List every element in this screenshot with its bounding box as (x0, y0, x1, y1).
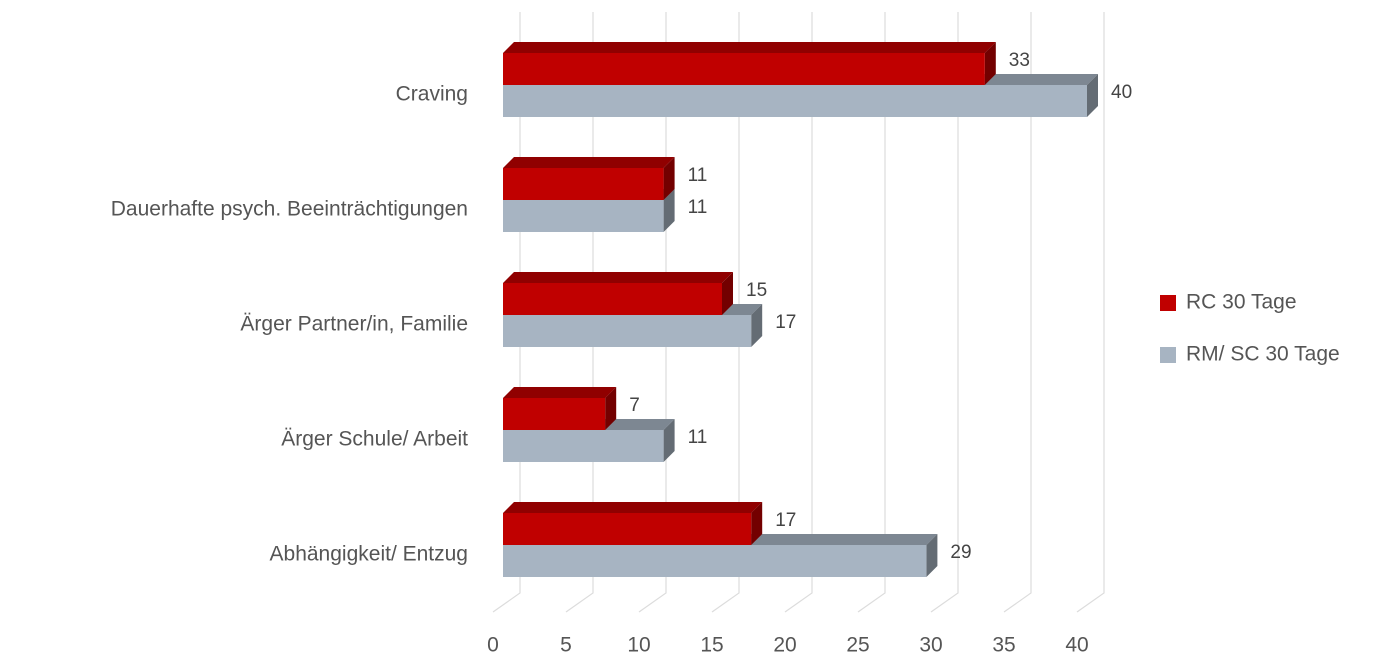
bar-side (751, 304, 763, 347)
value-label: 33 (1009, 50, 1030, 71)
category-label: Ärger Schule/ Arbeit (281, 428, 468, 451)
bar-side (751, 502, 763, 545)
legend-label: RC 30 Tage (1186, 291, 1297, 314)
bar-side (663, 419, 675, 462)
bar-front (503, 398, 606, 430)
x-tick-label: 15 (700, 634, 723, 656)
bar (503, 272, 733, 315)
bar-side (926, 534, 938, 577)
bar-side (1087, 74, 1098, 117)
bar-front (503, 513, 752, 545)
bar (503, 157, 675, 200)
category-label: Abhängigkeit/ Entzug (270, 543, 468, 566)
bar-side (984, 42, 996, 85)
value-label: 7 (629, 395, 640, 416)
legend-swatch (1160, 347, 1176, 363)
category-label: Craving (396, 83, 468, 106)
bar-side (663, 157, 675, 200)
bar-top (503, 387, 617, 398)
x-tick-label: 40 (1065, 634, 1088, 656)
bar-top (503, 42, 996, 53)
grid-line (1003, 12, 1032, 613)
bar-front (503, 430, 664, 462)
value-label: 11 (688, 427, 708, 448)
value-label: 29 (950, 542, 971, 563)
x-tick-label: 30 (919, 634, 942, 656)
bar-side (663, 189, 675, 232)
x-tick-label: 25 (846, 634, 869, 656)
grid-line (711, 12, 740, 613)
legend-label: RM/ SC 30 Tage (1186, 343, 1340, 366)
bar-front (503, 283, 722, 315)
bar-front (503, 85, 1087, 117)
bar-side (605, 387, 617, 430)
grid-line (1076, 12, 1105, 613)
bar-top (503, 157, 675, 168)
category-label: Ärger Partner/in, Familie (240, 313, 468, 336)
category-label: Dauerhafte psych. Beeinträchtigungen (111, 198, 468, 221)
grid-line (784, 12, 813, 613)
bar-front (503, 168, 664, 200)
grid-line (857, 12, 886, 613)
bar-front (503, 200, 664, 232)
value-label: 15 (746, 280, 767, 301)
bar-front (503, 315, 752, 347)
bar-top (503, 272, 733, 283)
bar (503, 502, 763, 545)
legend-swatch (1160, 295, 1176, 311)
bar-side (722, 272, 733, 315)
x-tick-label: 20 (773, 634, 796, 656)
value-label: 17 (775, 510, 796, 531)
value-label: 11 (688, 165, 708, 186)
x-tick-label: 0 (487, 634, 499, 656)
bar-top (503, 502, 763, 513)
x-tick-label: 35 (992, 634, 1015, 656)
x-tick-label: 10 (627, 634, 650, 656)
bar (503, 387, 617, 430)
x-tick-label: 5 (560, 634, 572, 656)
grid-line (930, 12, 959, 613)
bar-front (503, 53, 985, 85)
bar-front (503, 545, 927, 577)
value-label: 11 (688, 197, 708, 218)
bar (503, 42, 996, 85)
value-label: 40 (1111, 82, 1132, 103)
value-label: 17 (775, 312, 796, 333)
